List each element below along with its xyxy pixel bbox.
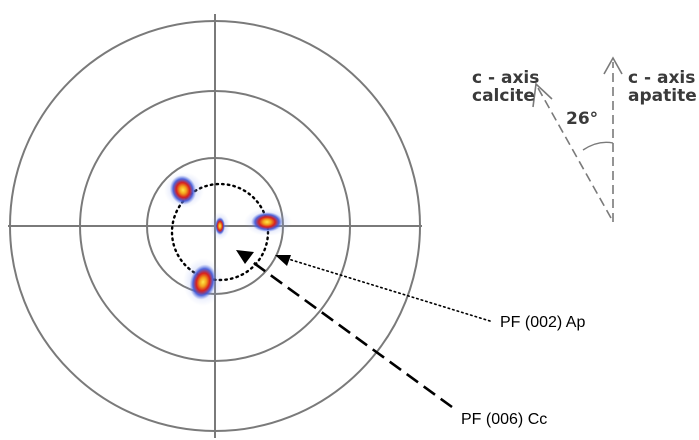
calcite-axis-arrowhead <box>532 82 553 108</box>
pf-006-leader-line <box>246 256 453 409</box>
spot-bottom <box>183 258 223 306</box>
pf-002-label: PF (002) Ap <box>500 314 585 331</box>
spot-upper-left <box>164 172 204 208</box>
apatite-axis-label-line1: c - axis <box>628 68 695 88</box>
angle-arc <box>582 141 614 151</box>
apatite-axis-arrowhead <box>603 56 623 75</box>
apatite-axis-label-line2: apatite <box>628 86 697 106</box>
spot-right <box>244 208 292 236</box>
pf-006-label: PF (006) Cc <box>461 411 547 428</box>
calcite-axis-label-line2: calcite <box>472 86 535 106</box>
axis-angle-diagram <box>532 56 623 222</box>
intensity-spots <box>164 172 292 306</box>
pf-006-arrowhead <box>236 250 254 264</box>
spot-center <box>210 212 230 240</box>
pf-002-leader-line <box>284 257 491 322</box>
angle-label: 26° <box>566 109 598 129</box>
calcite-axis-label-line1: c - axis <box>472 68 539 88</box>
calcite-axis-line <box>537 87 612 219</box>
pf-002-arrowhead <box>275 255 291 266</box>
